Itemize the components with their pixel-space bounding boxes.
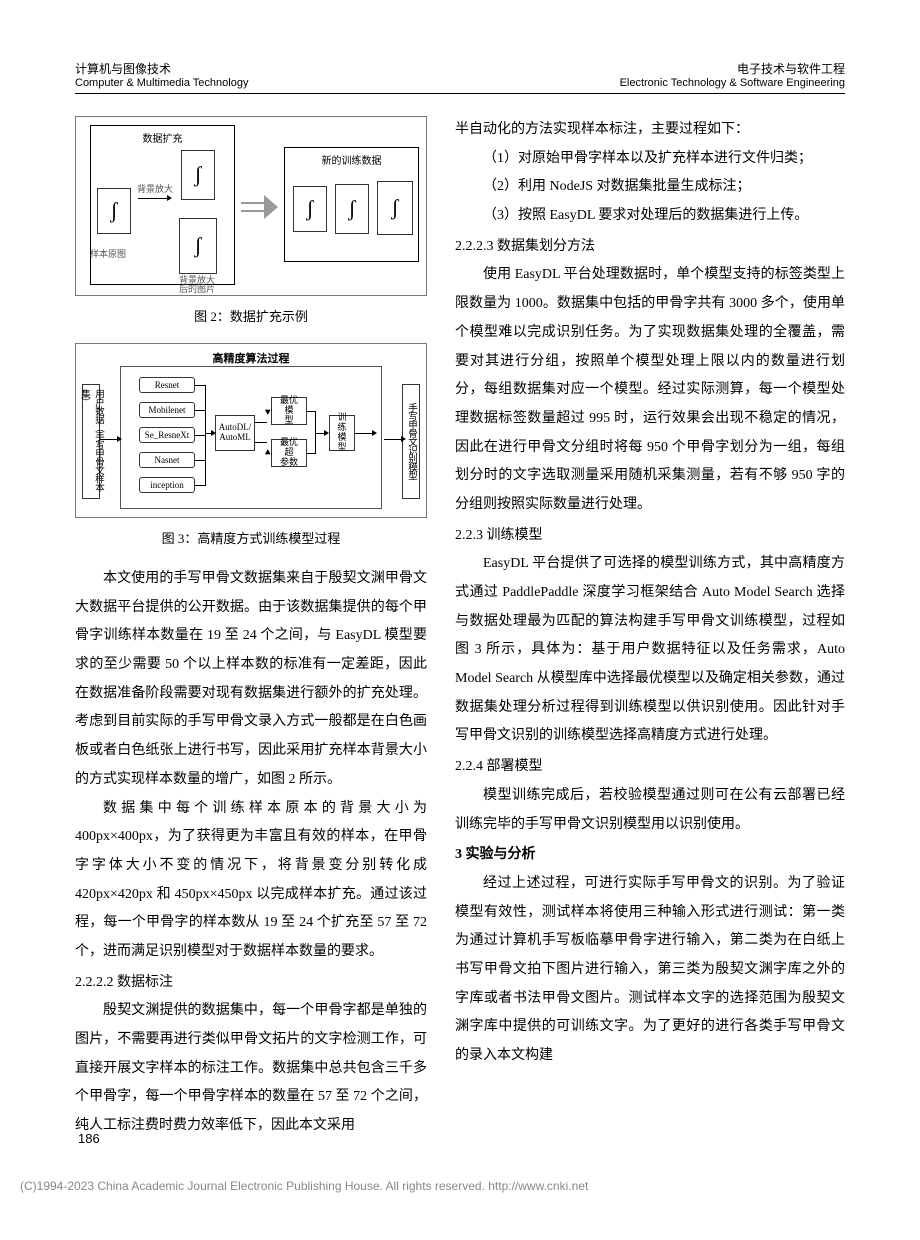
fig3-trainmodel: 训练 模型	[329, 415, 355, 451]
page-header: 计算机与图像技术 Computer & Multimedia Technolog…	[75, 60, 845, 94]
right-h3: 3 实验与分析	[455, 841, 845, 870]
two-column-body: 数据扩充 ʃ ʃ ʃ 背景放大 背景放大 后的图片 样本原图 新的训练数据 ʃ	[75, 116, 845, 1141]
fig2-label-sample: 样本原图	[90, 247, 126, 260]
page: 计算机与图像技术 Computer & Multimedia Technolog…	[0, 0, 920, 1171]
fig2-new-title: 新的训练数据	[285, 152, 418, 167]
left-s1: 2.2.2.2 数据标注	[75, 969, 427, 998]
fig2-enlarged-glyph-1: ʃ	[181, 150, 215, 200]
fig2-new-box: 新的训练数据 ʃ ʃ ʃ	[284, 147, 419, 262]
fig2-new-g1: ʃ	[293, 186, 327, 232]
figure-3: 高精度算法过程 用户数据（手写甲骨文样本集） 手写甲骨文识别模型 Resnet …	[75, 343, 427, 518]
header-right-cn: 电子技术与软件工程	[620, 60, 845, 77]
header-right: 电子技术与软件工程 Electronic Technology & Softwa…	[620, 60, 845, 89]
fig3-bestmodel: 最优模 型	[271, 397, 307, 425]
right-p2: （1）对原始甲骨字样本以及扩充样本进行文件归类；	[455, 145, 845, 174]
fig3-autodl: AutoDL/ AutoML	[215, 415, 255, 451]
fig2-augment-title: 数据扩充	[91, 130, 234, 145]
fig2-inner-arrow	[138, 198, 168, 199]
figure-2-caption: 图 2：数据扩充示例	[75, 306, 427, 325]
fig2-enlarged-glyph-2: ʃ	[179, 218, 217, 274]
header-left-cn: 计算机与图像技术	[75, 60, 248, 77]
right-s2: 2.2.3 训练模型	[455, 522, 845, 551]
right-p4: （3）按照 EasyDL 要求对处理后的数据集进行上传。	[455, 202, 845, 231]
left-p2: 数据集中每个训练样本原本的背景大小为 400px×400px，为了获得更为丰富且…	[75, 795, 427, 967]
left-p1: 本文使用的手写甲骨文数据集来自于殷契文渊甲骨文大数据平台提供的公开数据。由于该数…	[75, 565, 427, 795]
right-p7: 模型训练完成后，若校验模型通过则可在公有云部署已经训练完毕的手写甲骨文识别模型用…	[455, 782, 845, 839]
right-p6: EasyDL 平台提供了可选择的模型训练方式，其中高精度方式通过 PaddleP…	[455, 550, 845, 751]
fig3-resnet: Resnet	[139, 377, 195, 393]
header-left-en: Computer & Multimedia Technology	[75, 77, 248, 89]
fig3-nasnet: Nasnet	[139, 452, 195, 468]
fig3-mobilenet: Mobilenet	[139, 402, 195, 418]
fig2-sample-glyph: ʃ	[97, 188, 131, 234]
figure-2: 数据扩充 ʃ ʃ ʃ 背景放大 背景放大 后的图片 样本原图 新的训练数据 ʃ	[75, 116, 427, 296]
right-s1: 2.2.2.3 数据集划分方法	[455, 233, 845, 262]
right-p5: 使用 EasyDL 平台处理数据时，单个模型支持的标签类型上限数量为 1000。…	[455, 261, 845, 519]
fig2-label-bgafter: 背景放大 后的图片	[179, 276, 215, 294]
fig3-inception: inception	[139, 477, 195, 493]
footer: (C)1994-2023 China Academic Journal Elec…	[0, 1171, 920, 1208]
right-p3: （2）利用 NodeJS 对数据集批量生成标注；	[455, 173, 845, 202]
left-column: 数据扩充 ʃ ʃ ʃ 背景放大 背景放大 后的图片 样本原图 新的训练数据 ʃ	[75, 116, 427, 1141]
header-right-en: Electronic Technology & Software Enginee…	[620, 77, 845, 89]
fig2-new-g3: ʃ	[377, 181, 413, 235]
fig3-outer: Resnet Mobilenet Se_ResneXt Nasnet incep…	[120, 366, 382, 509]
fig3-title: 高精度算法过程	[76, 350, 426, 366]
fig2-big-arrow-body	[241, 202, 265, 212]
fig3-user-data: 用户数据（手写甲骨文样本集）	[82, 384, 100, 499]
right-p1: 半自动化的方法实现样本标注，主要过程如下：	[455, 116, 845, 145]
right-column: 半自动化的方法实现样本标注，主要过程如下： （1）对原始甲骨字样本以及扩充样本进…	[455, 116, 845, 1141]
right-p8: 经过上述过程，可进行实际手写甲骨文的识别。为了验证模型有效性，测试样本将使用三种…	[455, 870, 845, 1071]
fig3-bestparam: 最优超 参数	[271, 439, 307, 467]
fig3-seresnext: Se_ResneXt	[139, 427, 195, 443]
fig2-augment-box: 数据扩充 ʃ ʃ ʃ 背景放大 背景放大 后的图片	[90, 125, 235, 285]
left-p3: 殷契文渊提供的数据集中，每一个甲骨字都是单独的图片，不需要再进行类似甲骨文拓片的…	[75, 997, 427, 1140]
right-s3: 2.2.4 部署模型	[455, 753, 845, 782]
fig2-new-g2: ʃ	[335, 184, 369, 234]
fig2-big-arrow-head	[264, 195, 278, 219]
fig2-inner-arrowhead	[167, 195, 172, 201]
fig2-label-bgenlarge: 背景放大	[137, 182, 173, 195]
header-left: 计算机与图像技术 Computer & Multimedia Technolog…	[75, 60, 248, 89]
figure-3-caption: 图 3：高精度方式训练模型过程	[75, 528, 427, 547]
page-number: 186	[78, 1131, 100, 1146]
